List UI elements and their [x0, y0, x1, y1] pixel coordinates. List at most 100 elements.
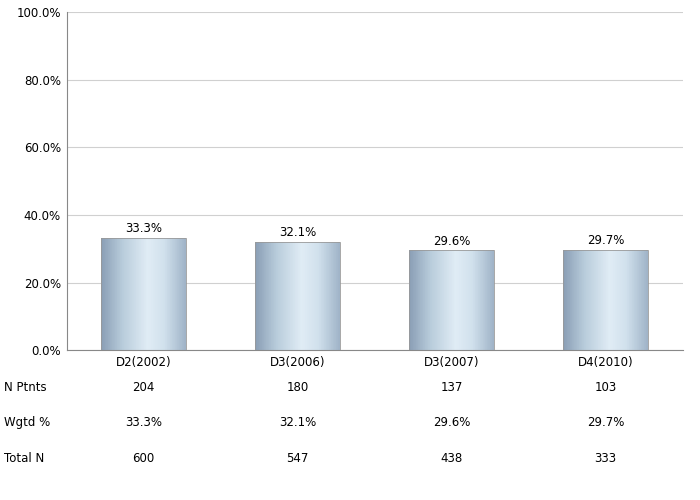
Bar: [451, 250, 452, 350]
Bar: [477, 250, 479, 350]
Bar: [102, 238, 186, 350]
Bar: [583, 250, 584, 350]
Text: 438: 438: [440, 452, 463, 466]
Bar: [112, 238, 113, 350]
Bar: [617, 250, 618, 350]
Bar: [592, 250, 593, 350]
Bar: [600, 250, 601, 350]
Bar: [599, 250, 600, 350]
Bar: [311, 242, 312, 350]
Bar: [443, 250, 444, 350]
Bar: [628, 250, 629, 350]
Bar: [255, 242, 340, 350]
Bar: [459, 250, 460, 350]
Text: 33.3%: 33.3%: [125, 416, 162, 429]
Bar: [170, 238, 172, 350]
Bar: [419, 250, 420, 350]
Bar: [595, 250, 596, 350]
Bar: [485, 250, 486, 350]
Bar: [176, 238, 177, 350]
Bar: [582, 250, 583, 350]
Bar: [578, 250, 579, 350]
Bar: [337, 242, 338, 350]
Bar: [172, 238, 173, 350]
Bar: [272, 242, 273, 350]
Bar: [631, 250, 632, 350]
Bar: [158, 238, 159, 350]
Bar: [182, 238, 183, 350]
Bar: [475, 250, 477, 350]
Bar: [279, 242, 280, 350]
Bar: [161, 238, 162, 350]
Bar: [149, 238, 150, 350]
Bar: [317, 242, 318, 350]
Bar: [446, 250, 447, 350]
Bar: [335, 242, 336, 350]
Bar: [145, 238, 146, 350]
Bar: [564, 250, 648, 350]
Bar: [638, 250, 640, 350]
Bar: [453, 250, 454, 350]
Bar: [133, 238, 134, 350]
Bar: [433, 250, 434, 350]
Bar: [598, 250, 599, 350]
Bar: [415, 250, 416, 350]
Bar: [271, 242, 272, 350]
Bar: [616, 250, 617, 350]
Bar: [108, 238, 109, 350]
Bar: [629, 250, 630, 350]
Bar: [441, 250, 442, 350]
Bar: [321, 242, 323, 350]
Bar: [142, 238, 143, 350]
Bar: [303, 242, 304, 350]
Bar: [280, 242, 281, 350]
Bar: [327, 242, 328, 350]
Bar: [646, 250, 648, 350]
Bar: [164, 238, 165, 350]
Bar: [275, 242, 276, 350]
Bar: [607, 250, 608, 350]
Bar: [292, 242, 293, 350]
Bar: [126, 238, 127, 350]
Bar: [486, 250, 487, 350]
Bar: [458, 250, 459, 350]
Bar: [476, 250, 477, 350]
Bar: [330, 242, 331, 350]
Bar: [413, 250, 414, 350]
Bar: [316, 242, 317, 350]
Bar: [111, 238, 112, 350]
Bar: [109, 238, 110, 350]
Bar: [264, 242, 265, 350]
Bar: [176, 238, 178, 350]
Bar: [573, 250, 574, 350]
Bar: [281, 242, 282, 350]
Bar: [335, 242, 337, 350]
Bar: [432, 250, 433, 350]
Bar: [414, 250, 415, 350]
Bar: [437, 250, 438, 350]
Bar: [604, 250, 605, 350]
Bar: [183, 238, 185, 350]
Bar: [273, 242, 274, 350]
Bar: [314, 242, 315, 350]
Bar: [564, 250, 565, 350]
Bar: [409, 250, 494, 350]
Text: Total N: Total N: [4, 452, 43, 466]
Bar: [172, 238, 174, 350]
Bar: [423, 250, 424, 350]
Bar: [152, 238, 153, 350]
Bar: [634, 250, 636, 350]
Bar: [163, 238, 164, 350]
Bar: [642, 250, 643, 350]
Bar: [569, 250, 570, 350]
Bar: [638, 250, 639, 350]
Bar: [295, 242, 296, 350]
Bar: [178, 238, 180, 350]
Bar: [124, 238, 125, 350]
Bar: [179, 238, 181, 350]
Bar: [470, 250, 471, 350]
Bar: [256, 242, 257, 350]
Text: 29.7%: 29.7%: [587, 416, 624, 429]
Bar: [615, 250, 616, 350]
Bar: [328, 242, 330, 350]
